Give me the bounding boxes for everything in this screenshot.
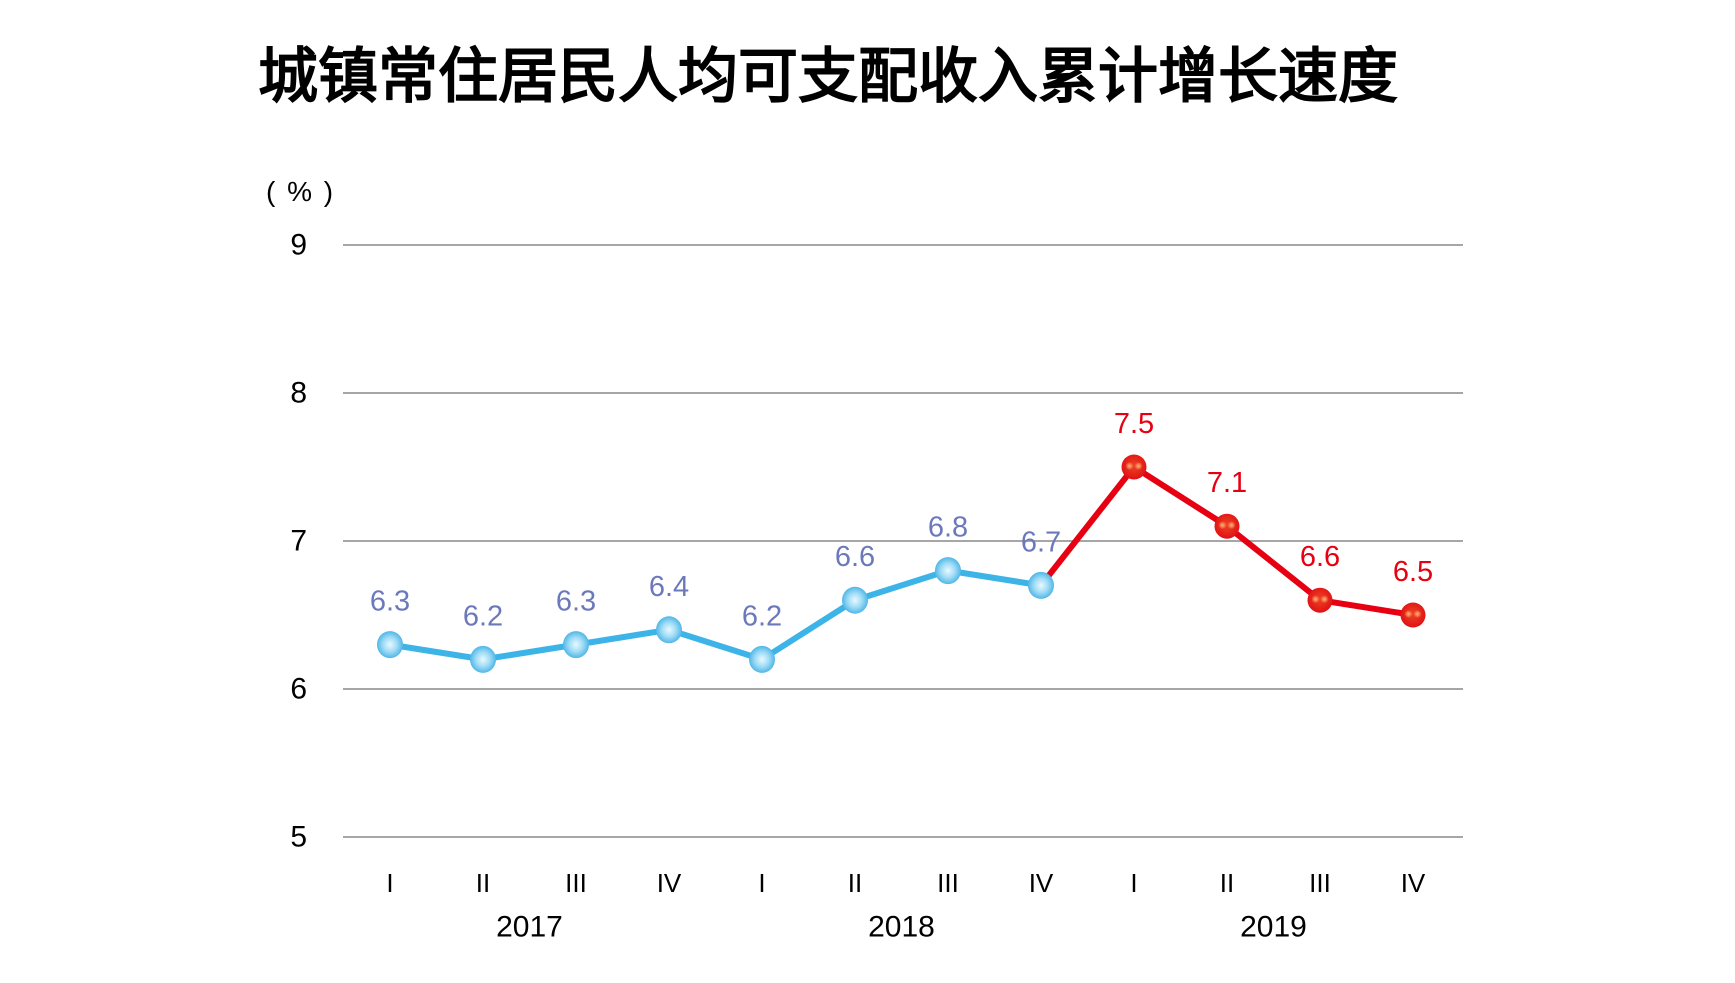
data-point-label: 6.4 [649, 571, 689, 603]
data-point-label: 6.6 [835, 541, 875, 573]
y-tick-label-7: 7 [290, 525, 307, 558]
quarter-tick-label: II [476, 868, 490, 898]
data-point-label: 6.5 [1393, 556, 1433, 588]
quarter-tick-label: I [1130, 868, 1137, 898]
data-point-label: 6.2 [742, 600, 782, 632]
data-point-marker-blue [563, 631, 589, 659]
marker-highlight-dot [1404, 610, 1413, 618]
data-point-marker-blue [377, 631, 403, 659]
line-segment [852, 567, 951, 604]
data-point-label: 6.8 [928, 512, 968, 544]
line-segment [1038, 464, 1137, 589]
data-point-marker-blue [656, 616, 682, 644]
year-label-2017: 2017 [496, 911, 563, 944]
quarter-tick-label: I [758, 868, 765, 898]
data-point-marker-red [1400, 602, 1426, 628]
marker-highlight-dot [1134, 462, 1143, 470]
y-tick-label-9: 9 [290, 229, 307, 262]
marker-highlight-dot [1218, 521, 1227, 530]
line-segment [759, 597, 858, 663]
data-point-marker-blue [470, 645, 496, 673]
data-point-label: 6.2 [463, 600, 503, 632]
data-point-marker-red [1307, 587, 1333, 613]
data-point-marker-blue [842, 586, 868, 614]
data-point-label: 6.3 [556, 586, 596, 618]
y-tick-label-6: 6 [290, 673, 307, 706]
data-point-label: 6.7 [1021, 526, 1061, 558]
line-segment [1131, 464, 1230, 530]
quarter-tick-label: IV [1401, 868, 1426, 898]
quarter-tick-label: II [1220, 868, 1234, 898]
quarter-tick-label: III [565, 868, 587, 898]
marker-highlight-dot [1320, 595, 1329, 604]
line-segment [573, 626, 672, 648]
marker-highlight-dot [1125, 462, 1134, 470]
quarter-tick-label: II [848, 868, 862, 898]
quarter-tick-label: IV [1029, 868, 1054, 898]
line-segment [1317, 597, 1416, 618]
quarter-tick-label: I [386, 868, 393, 898]
data-point-label: 6.6 [1300, 541, 1340, 573]
data-point-marker-blue [935, 557, 961, 585]
line-segment [666, 626, 765, 663]
data-point-label: 7.5 [1114, 408, 1154, 440]
marker-highlight-dot [1227, 521, 1236, 530]
data-point-marker-blue [749, 645, 775, 673]
y-tick-label-8: 8 [290, 377, 307, 410]
marker-highlight-dot [1311, 595, 1320, 604]
data-point-marker-blue [1028, 571, 1054, 599]
y-tick-label-5: 5 [290, 821, 307, 854]
data-point-marker-red [1121, 454, 1147, 480]
quarter-tick-label: III [1309, 868, 1331, 898]
y-axis-unit-label: ( % ) [266, 176, 336, 207]
line-segment [387, 641, 486, 663]
quarter-tick-label: III [937, 868, 959, 898]
quarter-tick-label: IV [657, 868, 682, 898]
data-point-label: 6.3 [370, 586, 410, 618]
line-segment [480, 641, 579, 663]
data-point-marker-red [1214, 513, 1240, 539]
line-segment [1224, 523, 1323, 604]
year-label-2018: 2018 [868, 911, 935, 944]
year-label-2019: 2019 [1240, 911, 1307, 944]
data-point-label: 7.1 [1207, 467, 1247, 499]
chart-title: 城镇常住居民人均可支配收入累计增长速度 [258, 44, 1398, 110]
marker-highlight-dot [1413, 610, 1422, 618]
line-segment [945, 567, 1044, 589]
